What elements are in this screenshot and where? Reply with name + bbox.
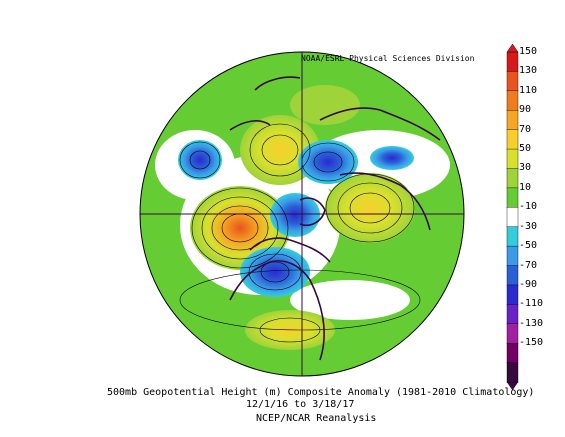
colorbar-tick-label: 130 — [519, 65, 538, 77]
colorbar-swatch — [506, 90, 519, 111]
colorbar-tick-label: -70 — [519, 259, 538, 271]
colorbar-tick-label: 50 — [519, 143, 532, 155]
colorbar-swatch — [506, 168, 519, 189]
colorbar-swatch — [506, 284, 519, 306]
colorbar-swatch — [506, 304, 519, 325]
colorbar-swatch — [506, 207, 519, 228]
colorbar-swatch — [506, 342, 519, 364]
coastlines — [229, 76, 441, 361]
colorbar-swatch — [506, 110, 519, 131]
colorbar-swatch — [506, 362, 519, 383]
north-america-low-anomaly — [240, 247, 310, 297]
colorbar-swatch — [506, 51, 519, 73]
colorbar-swatch — [506, 265, 519, 286]
colorbar-swatch — [506, 129, 519, 150]
colorbar-tick-label: -10 — [519, 201, 538, 213]
colorbar-tick-label: -150 — [519, 337, 544, 349]
colorbar-tick-label: -50 — [519, 240, 538, 252]
colorbar-tick-label: -110 — [519, 298, 544, 310]
colorbar-top-arrow — [506, 43, 519, 53]
date-range: 12/1/16 to 3/18/17 — [246, 399, 355, 410]
colorbar-swatch — [506, 71, 519, 92]
eurasia-high-anomaly — [325, 173, 415, 243]
polar-disk — [140, 52, 464, 376]
colorbar-tick-label: 90 — [519, 104, 532, 116]
colorbar — [506, 43, 519, 391]
dataset-label: NCEP/NCAR Reanalysis — [256, 413, 377, 424]
colorbar-tick-label: 10 — [519, 181, 532, 193]
colorbar-tick-label: 110 — [519, 84, 538, 96]
map-title: 500mb Geopotential Height (m) Composite … — [107, 387, 535, 398]
colorbar-swatch — [506, 226, 519, 247]
colorbar-swatch — [506, 148, 519, 170]
colorbar-tick-label: -130 — [519, 317, 544, 329]
colorbar-swatch — [506, 323, 519, 344]
credit-text: NOAA/ESRL Physical Sciences Division — [301, 54, 475, 63]
colorbar-tick-label: 30 — [519, 162, 532, 174]
colorbar-tick-label: -30 — [519, 220, 538, 232]
colorbar-swatch — [506, 245, 519, 267]
colorbar-tick-label: 150 — [519, 46, 538, 57]
west-low-anomaly — [178, 140, 222, 180]
colorbar-tick-label: 70 — [519, 123, 532, 135]
colorbar-swatch — [506, 187, 519, 208]
colorbar-tick-label: -90 — [519, 278, 538, 290]
colorbar-bottom-arrow — [506, 381, 519, 391]
